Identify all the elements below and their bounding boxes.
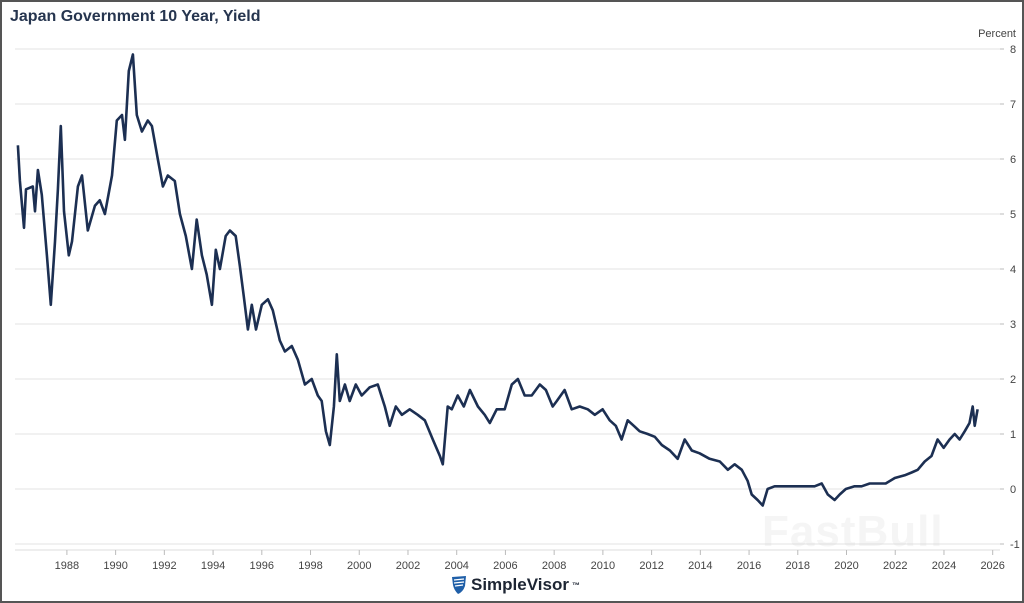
y-tick-label: 2 (1010, 374, 1016, 386)
x-tick-label: 2012 (639, 560, 663, 572)
x-tick-label: 2024 (932, 560, 956, 572)
y-tick-label: 3 (1010, 319, 1016, 331)
x-tick-label: 2006 (493, 560, 517, 572)
x-tick-label: 2002 (396, 560, 420, 572)
x-tick-label: 2016 (737, 560, 761, 572)
y-tick-label: 8 (1010, 44, 1016, 56)
logo-text: SimpleVisor (471, 575, 569, 594)
chart-title: Japan Government 10 Year, Yield (10, 8, 261, 25)
x-tick-label: 1988 (55, 560, 79, 572)
x-tick-label: 2008 (542, 560, 566, 572)
watermark: FastBull (762, 507, 944, 556)
y-tick-label: 1 (1010, 429, 1016, 441)
x-tick-label: 2010 (591, 560, 615, 572)
x-tick-label: 1996 (250, 560, 274, 572)
visor-shield-icon (452, 576, 466, 594)
x-tick-label: 2018 (786, 560, 810, 572)
x-tick-label: 2022 (883, 560, 907, 572)
x-tick-label: 1992 (152, 560, 176, 572)
x-tick-label: 1998 (298, 560, 322, 572)
x-tick-label: 2020 (834, 560, 858, 572)
y-tick-label: -1 (1010, 539, 1020, 551)
y-axis-label: Percent (978, 28, 1016, 40)
series-line-jgb-10y (16, 53, 979, 507)
trademark: ™ (571, 580, 580, 590)
x-tick-label: 2014 (688, 560, 712, 572)
y-tick-label: 4 (1010, 264, 1016, 276)
y-tick-label: 0 (1010, 484, 1016, 496)
x-tick-label: 1994 (201, 560, 225, 572)
y-tick-label: 7 (1010, 99, 1016, 111)
y-tick-label: 5 (1010, 209, 1016, 221)
y-tick-label: 6 (1010, 154, 1016, 166)
simplevisor-logo: SimpleVisor ™ (450, 575, 580, 595)
x-tick-label: 2026 (980, 560, 1004, 572)
x-tick-label: 2004 (444, 560, 468, 572)
x-tick-label: 1990 (103, 560, 127, 572)
x-tick-label: 2000 (347, 560, 371, 572)
